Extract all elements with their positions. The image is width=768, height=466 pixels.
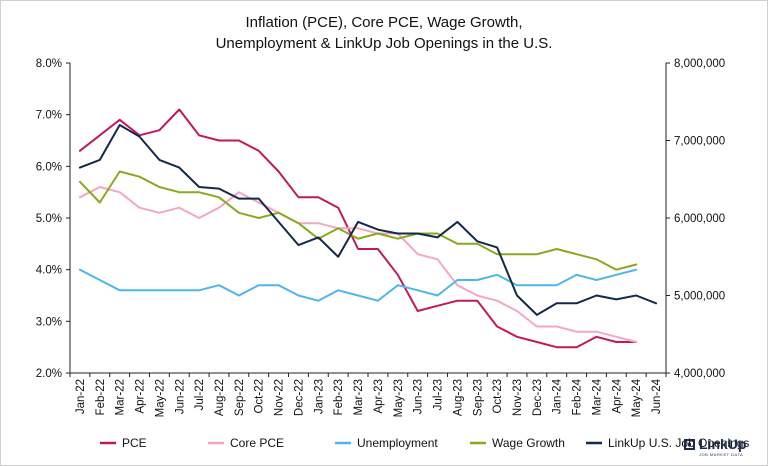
x-tick-label: Feb-24 [572, 378, 584, 415]
chart-title: Inflation (PCE), Core PCE, Wage Growth, [245, 14, 523, 31]
y-left-tick-label: 3.0% [36, 316, 62, 328]
y-right-tick-label: 7,000,000 [674, 136, 725, 148]
x-tick-label: Apr-23 [373, 379, 385, 414]
x-tick-label: Aug-22 [214, 379, 226, 416]
y-left-tick-label: 6.0% [36, 161, 62, 173]
y-right-tick-label: 6,000,000 [674, 213, 725, 225]
x-tick-label: Oct-22 [254, 379, 266, 414]
series-line-linkup-u-s-job-openings [78, 124, 658, 316]
x-tick-label: Aug-23 [452, 379, 464, 416]
legend-item: PCE [100, 436, 147, 450]
x-tick-label: Jan-23 [313, 379, 325, 414]
y-left-tick-label: 7.0% [36, 110, 62, 122]
x-tick-label: Dec-23 [532, 379, 544, 416]
legend-item: Unemployment [335, 436, 438, 450]
legend-label: Core PCE [230, 436, 284, 450]
x-tick-label: Jun-24 [651, 378, 663, 414]
x-tick-label: Dec-22 [293, 379, 305, 416]
series-lines [78, 108, 658, 349]
x-tick-label: Jul-22 [194, 379, 206, 410]
legend-label: LinkUp U.S. Job Openings [608, 436, 749, 450]
chart-subtitle: Unemployment & LinkUp Job Openings in th… [215, 35, 553, 52]
legend-label: Wage Growth [492, 436, 565, 450]
x-tick-label: Sep-22 [234, 379, 246, 416]
x-tick-label: Mar-24 [591, 378, 603, 415]
legend-label: Unemployment [357, 436, 438, 450]
x-tick-label: May-24 [631, 378, 643, 417]
x-tick-label: Jun-23 [413, 379, 425, 414]
series-line-pce [78, 108, 638, 349]
x-tick-label: Feb-22 [95, 379, 107, 415]
linkup-logo: LinkUp JOB MARKET DATA [684, 436, 768, 460]
x-tick-label: Oct-23 [492, 379, 504, 414]
x-tick-label: Jul-23 [433, 379, 445, 410]
x-tick-label: May-22 [154, 379, 166, 417]
y-left-tick-label: 2.0% [36, 368, 62, 380]
y-right-tick-label: 5,000,000 [674, 291, 725, 303]
legend-label: PCE [122, 436, 147, 450]
y-left-tick-label: 8.0% [36, 58, 62, 70]
x-tick-label: Feb-23 [333, 379, 345, 415]
axes: 2.0% 3.0% 4.0% 5.0% 6.0% 7.0% 8.0% 4,000,000 5,0… [36, 58, 725, 417]
x-tick-label: Jan-22 [75, 379, 87, 414]
y-left-tick-label: 5.0% [36, 213, 62, 225]
x-tick-label: Sep-23 [472, 379, 484, 416]
x-tick-label: Nov-22 [274, 379, 286, 416]
x-tick-label: Jun-22 [174, 379, 186, 414]
y-right-tick-label: 4,000,000 [674, 368, 725, 380]
x-tick-label: May-23 [393, 379, 405, 417]
logo-text: LinkUp [699, 436, 747, 452]
series-line-core-pce [78, 186, 638, 343]
legend: PCE Core PCE Unemployment Wage Growth LinkUp… [100, 436, 749, 450]
legend-item: Core PCE [208, 436, 284, 450]
x-tick-label: Nov-23 [512, 379, 524, 416]
x-tick-label: Apr-22 [135, 379, 147, 414]
linkup-logo-icon [684, 439, 695, 450]
legend-item: Wage Growth [470, 436, 565, 450]
logo-subtext: JOB MARKET DATA [699, 452, 744, 457]
x-tick-label: Apr-24 [611, 378, 623, 413]
x-tick-label: Jan-24 [552, 378, 564, 414]
x-tick-label: Mar-22 [115, 379, 127, 415]
y-left-tick-label: 4.0% [36, 265, 62, 277]
y-right-tick-label: 8,000,000 [674, 58, 725, 70]
series-line-wage-growth [78, 170, 638, 271]
series-line-unemployment [78, 268, 638, 302]
x-tick-label: Mar-23 [353, 379, 365, 415]
legend-item: LinkUp U.S. Job Openings [586, 436, 749, 450]
